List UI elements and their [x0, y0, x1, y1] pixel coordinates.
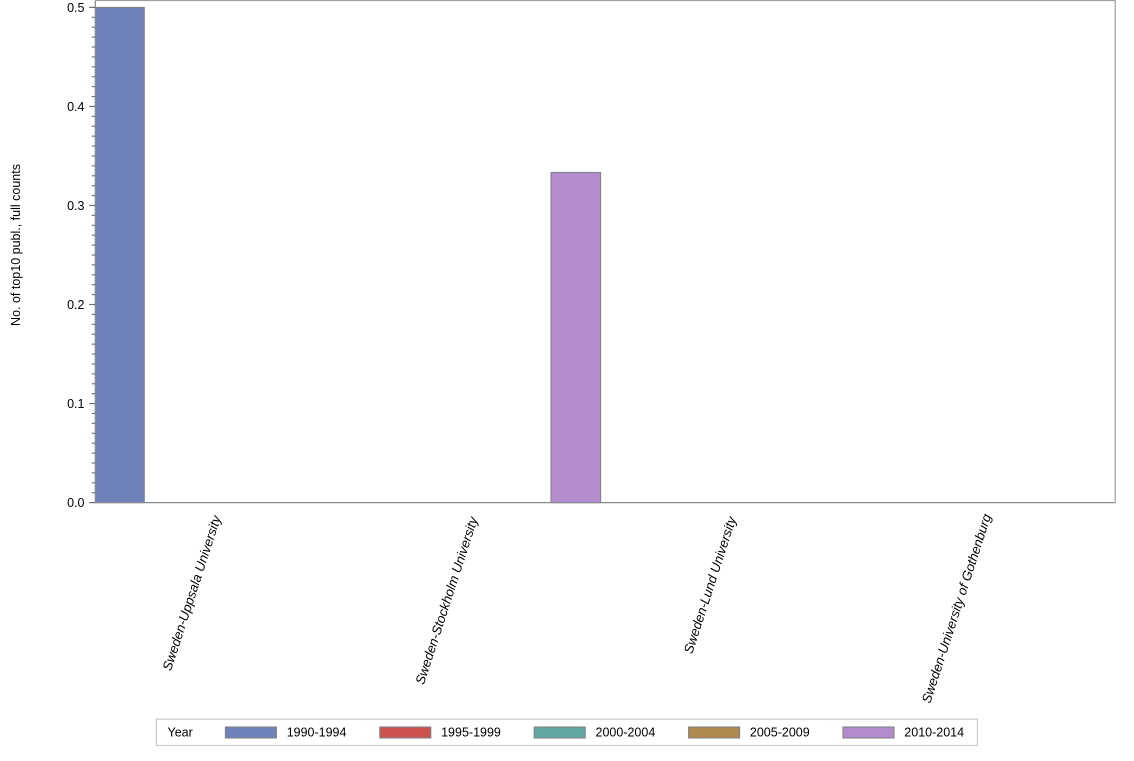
svg-text:1995-1999: 1995-1999 — [441, 726, 501, 740]
svg-text:0.2: 0.2 — [67, 298, 84, 312]
svg-text:2010-2014: 2010-2014 — [904, 726, 964, 740]
svg-text:0.5: 0.5 — [67, 1, 84, 15]
svg-text:No. of top10 publ., full count: No. of top10 publ., full counts — [9, 164, 23, 326]
svg-text:2005-2009: 2005-2009 — [750, 726, 810, 740]
svg-text:2000-2004: 2000-2004 — [596, 726, 656, 740]
svg-text:0.1: 0.1 — [67, 397, 84, 411]
svg-text:0.4: 0.4 — [67, 100, 84, 114]
svg-text:Year: Year — [168, 726, 193, 740]
svg-text:1990-1994: 1990-1994 — [287, 726, 347, 740]
svg-text:0.0: 0.0 — [67, 496, 84, 510]
svg-text:0.3: 0.3 — [67, 199, 84, 213]
